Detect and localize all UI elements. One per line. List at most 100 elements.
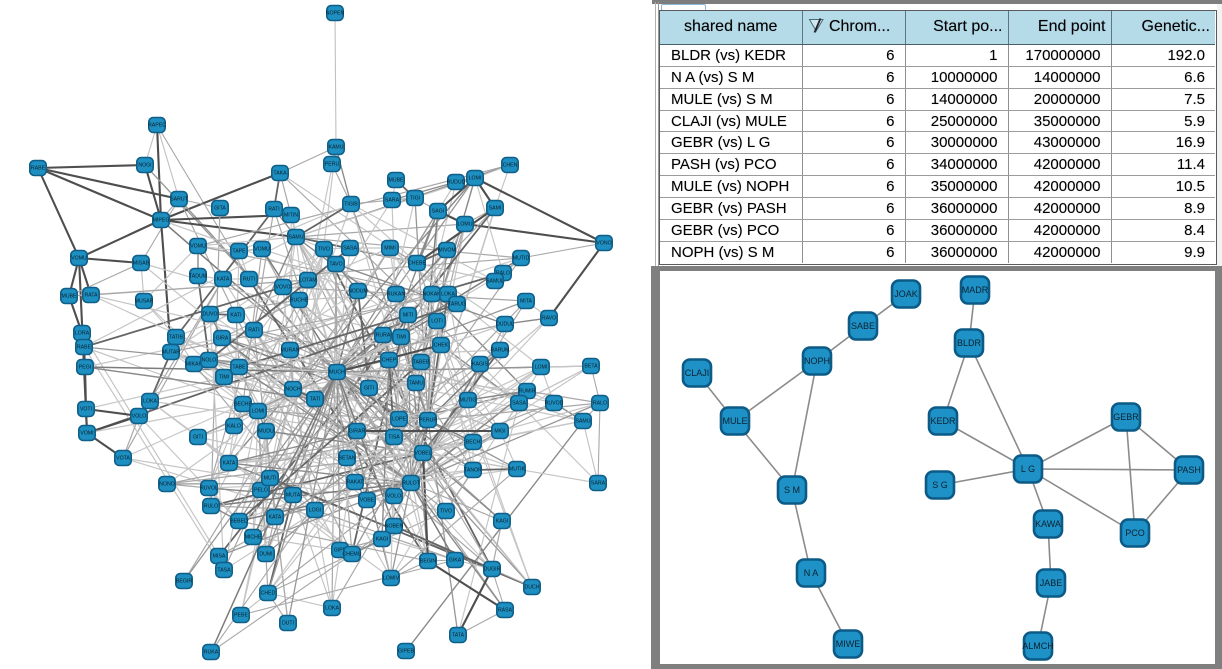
svg-text:SASA: SASA <box>343 246 357 252</box>
svg-text:RASA: RASA <box>498 608 513 614</box>
svg-text:PERUR: PERUR <box>419 418 437 424</box>
svg-text:MISA: MISA <box>213 554 226 560</box>
svg-text:MUTA: MUTA <box>286 493 301 499</box>
svg-text:DUGIR: DUGIR <box>484 567 501 573</box>
svg-text:RUKAN: RUKAN <box>387 292 405 298</box>
svg-text:SARUT: SARUT <box>170 197 188 203</box>
svg-text:TIMI: TIMI <box>219 375 229 381</box>
svg-text:LOMIV: LOMIV <box>383 576 400 582</box>
svg-text:MUTI: MUTI <box>264 476 277 482</box>
svg-text:BETAN: BETAN <box>339 456 356 462</box>
svg-text:KAGI: KAGI <box>376 537 388 543</box>
svg-text:RARUM: RARUM <box>490 348 509 354</box>
svg-text:VOLO: VOLO <box>387 494 401 500</box>
svg-text:DUCH: DUCH <box>525 585 540 591</box>
svg-text:CHEN: CHEN <box>503 163 518 169</box>
svg-text:TASA: TASA <box>217 568 231 574</box>
svg-text:RABE: RABE <box>77 345 92 351</box>
svg-text:RURA: RURA <box>376 333 391 339</box>
svg-text:RUCHE: RUCHE <box>290 298 309 304</box>
svg-text:TIGIB: TIGIB <box>344 202 358 208</box>
svg-text:VOVO: VOVO <box>276 285 291 291</box>
svg-text:MITI: MITI <box>403 313 413 319</box>
svg-text:RULO: RULO <box>204 504 218 510</box>
svg-text:SARA: SARA <box>591 481 606 487</box>
svg-text:RATI: RATI <box>268 207 279 213</box>
svg-text:MUTID: MUTID <box>513 256 530 262</box>
svg-text:N A: N A <box>804 568 819 578</box>
svg-text:GITA: GITA <box>214 206 226 212</box>
svg-text:CHED: CHED <box>261 591 276 597</box>
svg-text:NOLO: NOLO <box>202 358 217 364</box>
svg-text:RAKAT: RAKAT <box>347 480 365 486</box>
svg-text:VONO: VONO <box>596 241 611 247</box>
svg-text:DUMI: DUMI <box>259 552 272 558</box>
svg-text:VOTI: VOTI <box>80 407 92 413</box>
svg-text:PEBE: PEBE <box>234 613 248 619</box>
svg-text:LOTI: LOTI <box>431 319 443 325</box>
svg-text:NOKAM: NOKAM <box>422 292 441 298</box>
svg-text:LOMI: LOMI <box>469 176 482 182</box>
svg-text:MITIN: MITIN <box>284 213 298 219</box>
svg-text:VOMU: VOMU <box>254 247 270 253</box>
svg-text:MUDU: MUDU <box>258 429 274 435</box>
svg-text:TABE: TABE <box>232 365 246 371</box>
svg-text:VOBE: VOBE <box>360 498 375 504</box>
svg-text:TISA: TISA <box>388 435 400 441</box>
svg-text:TIMI: TIMI <box>396 335 406 341</box>
svg-text:MITA: MITA <box>520 299 533 305</box>
svg-text:RAVO: RAVO <box>542 316 556 322</box>
svg-text:S G: S G <box>932 480 948 490</box>
svg-text:RATA: RATA <box>84 293 98 299</box>
svg-text:NOGI: NOGI <box>138 163 151 169</box>
svg-text:MIPEG: MIPEG <box>153 218 170 224</box>
svg-text:VOMI: VOMI <box>80 431 93 437</box>
svg-text:CHEK: CHEK <box>434 343 449 349</box>
svg-text:S M: S M <box>784 485 800 495</box>
svg-text:NONO: NONO <box>159 482 175 488</box>
svg-text:MIMI: MIMI <box>384 246 396 252</box>
svg-text:LOTAM: LOTAM <box>299 278 316 284</box>
svg-text:NOBEN: NOBEN <box>385 524 404 530</box>
svg-text:TIVO: TIVO <box>440 509 452 515</box>
svg-text:MUBE: MUBE <box>389 178 405 184</box>
svg-text:RAPEC: RAPEC <box>148 123 166 129</box>
svg-text:MUSAR: MUSAR <box>135 299 154 305</box>
svg-text:CHEMU: CHEMU <box>342 552 361 558</box>
svg-text:MIVOM: MIVOM <box>438 248 456 254</box>
svg-text:MUTIK: MUTIK <box>509 467 526 473</box>
svg-text:CLAJI: CLAJI <box>685 368 710 378</box>
svg-text:KAGI: KAGI <box>496 519 508 525</box>
svg-text:RATI: RATI <box>248 328 259 334</box>
svg-text:SAGI: SAGI <box>432 209 444 215</box>
svg-text:VOTA: VOTA <box>116 456 130 462</box>
svg-text:KATA: KATA <box>223 461 236 467</box>
svg-text:VOMU: VOMU <box>190 244 206 250</box>
svg-text:TATA: TATA <box>452 633 465 639</box>
svg-text:GIPEB: GIPEB <box>398 649 414 655</box>
svg-text:TATIB: TATIB <box>169 335 183 341</box>
svg-text:MADR: MADR <box>962 285 989 295</box>
svg-text:KEDR: KEDR <box>930 416 956 426</box>
svg-text:TARUG: TARUG <box>448 302 466 308</box>
svg-text:LOMI: LOMI <box>535 365 548 371</box>
svg-text:MUBE: MUBE <box>62 294 78 300</box>
svg-text:RALO: RALO <box>593 401 607 407</box>
svg-text:TANOR: TANOR <box>464 468 482 474</box>
svg-text:SAMU: SAMU <box>289 235 304 241</box>
svg-text:PCO: PCO <box>1125 528 1145 538</box>
svg-text:KATI: KATI <box>230 313 241 319</box>
svg-text:RALO: RALO <box>496 271 510 277</box>
svg-text:BLDR: BLDR <box>957 338 982 348</box>
svg-text:SAMI: SAMI <box>489 206 502 212</box>
svg-text:NOCH: NOCH <box>285 387 301 393</box>
svg-text:BEBED: BEBED <box>230 519 248 525</box>
svg-text:KAWA: KAWA <box>1035 519 1061 529</box>
svg-text:GITI: GITI <box>364 386 374 392</box>
svg-text:GEBR: GEBR <box>1113 412 1139 422</box>
svg-text:JOAK: JOAK <box>894 289 918 299</box>
svg-text:MUTIG: MUTIG <box>460 398 477 404</box>
svg-text:MUTAR: MUTAR <box>162 350 180 356</box>
svg-text:SAMUL: SAMUL <box>486 279 504 285</box>
svg-text:BEGIN: BEGIN <box>420 559 436 565</box>
